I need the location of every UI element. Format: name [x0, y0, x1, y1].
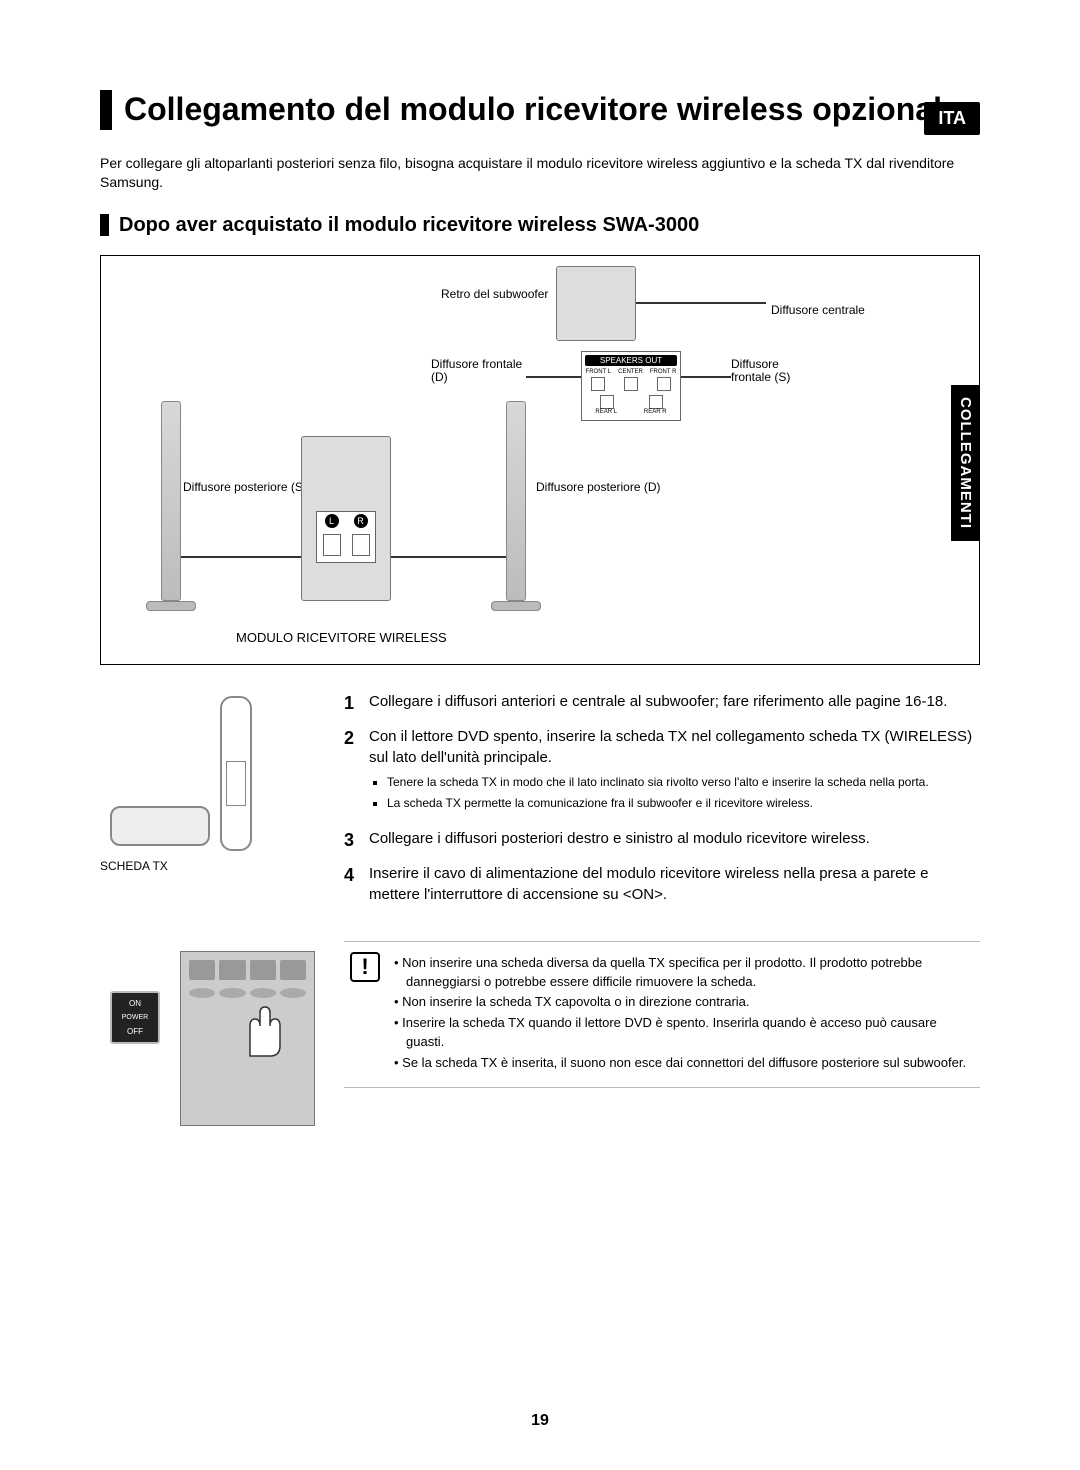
steps-section: SCHEDA TX 1 Collegare i diffusori anteri…	[100, 691, 980, 915]
speakers-out-label: SPEAKERS OUT	[585, 355, 677, 366]
port-rear-r: REAR R	[644, 409, 667, 415]
tx-card-label: SCHEDA TX	[100, 859, 168, 873]
page-number: 19	[531, 1412, 549, 1430]
label-diffusore-frontale-s: Diffusore frontale (S)	[731, 358, 811, 384]
subtitle-accent-bar	[100, 214, 109, 236]
step-2: 2 Con il lettore DVD spento, inserire la…	[344, 726, 980, 818]
step-3-num: 3	[344, 828, 359, 853]
intro-text: Per collegare gli altoparlanti posterior…	[100, 154, 980, 192]
port-l-badge: L	[325, 514, 339, 528]
page-title: Collegamento del modulo ricevitore wirel…	[124, 92, 960, 127]
wire-rear-d	[391, 556, 506, 558]
port-front-l: FRONT L	[586, 369, 612, 375]
step-4-text: Inserire il cavo di alimentazione del mo…	[369, 863, 980, 905]
step-2-text: Con il lettore DVD spento, inserire la s…	[369, 728, 972, 766]
power-switch-callout: ON POWER OFF	[110, 991, 160, 1044]
subtitle: Dopo aver acquistato il modulo ricevitor…	[119, 214, 699, 237]
hand-icon	[235, 1001, 285, 1061]
power-label: POWER	[116, 1014, 154, 1021]
speaker-rear-d	[506, 401, 526, 601]
speaker-rear-s-base	[146, 601, 196, 611]
step-2-sub-1: La scheda TX permette la comunicazione f…	[387, 795, 980, 812]
caution-box: ! • Non inserire una scheda diversa da q…	[344, 941, 980, 1088]
label-diffusore-centrale: Diffusore centrale	[771, 304, 865, 317]
step-4-num: 4	[344, 863, 359, 905]
step-1-num: 1	[344, 691, 359, 716]
connection-diagram: Retro del subwoofer Diffusore centrale D…	[100, 255, 980, 665]
wire-front-d	[526, 376, 581, 378]
caution-icon: !	[350, 952, 380, 982]
port-rear-l: REAR L	[595, 409, 617, 415]
caution-1: • Non inserire la scheda TX capovolta o …	[394, 993, 974, 1012]
wireless-module-ports: L R	[316, 511, 376, 563]
language-badge: ITA	[924, 102, 980, 135]
port-center: CENTER	[618, 369, 643, 375]
step-1-text: Collegare i diffusori anteriori e centra…	[369, 691, 980, 716]
caution-section: ON POWER OFF ! • Non inserire una scheda…	[100, 941, 980, 1131]
label-diffusore-frontale-d: Diffusore frontale (D)	[431, 358, 531, 384]
step-1: 1 Collegare i diffusori anteriori e cent…	[344, 691, 980, 716]
power-switch-illustration: ON POWER OFF	[100, 941, 320, 1131]
label-retro-subwoofer: Retro del subwoofer	[441, 288, 548, 301]
step-4: 4 Inserire il cavo di alimentazione del …	[344, 863, 980, 905]
label-diffusore-posteriore-d: Diffusore posteriore (D)	[536, 481, 661, 494]
port-r-badge: R	[354, 514, 368, 528]
caution-3: • Se la scheda TX è inserita, il suono n…	[394, 1054, 974, 1073]
tx-slot	[226, 761, 246, 806]
tx-card-illustration: SCHEDA TX	[100, 691, 320, 891]
step-2-num: 2	[344, 726, 359, 818]
speaker-rear-s	[161, 401, 181, 601]
speakers-out-panel: SPEAKERS OUT FRONT L CENTER FRONT R REAR…	[581, 351, 681, 421]
port-front-r: FRONT R	[650, 369, 677, 375]
speaker-rear-d-base	[491, 601, 541, 611]
page-title-row: Collegamento del modulo ricevitore wirel…	[100, 90, 980, 130]
step-3: 3 Collegare i diffusori posteriori destr…	[344, 828, 980, 853]
step-2-sub-0: Tenere la scheda TX in modo che il lato …	[387, 774, 980, 791]
subwoofer-rear-illustration	[556, 266, 636, 341]
wire-rear-s	[181, 556, 301, 558]
steps-list: 1 Collegare i diffusori anteriori e cent…	[344, 691, 980, 915]
step-3-text: Collegare i diffusori posteriori destro …	[369, 828, 980, 853]
power-on-label: ON	[116, 999, 154, 1008]
label-modulo-ricevitore: MODULO RICEVITORE WIRELESS	[236, 631, 447, 645]
tx-card-shape	[110, 806, 210, 846]
wire-center	[636, 302, 766, 304]
subtitle-row: Dopo aver acquistato il modulo ricevitor…	[100, 214, 980, 237]
power-off-label: OFF	[116, 1027, 154, 1036]
caution-2: • Inserire la scheda TX quando il lettor…	[394, 1014, 974, 1052]
label-diffusore-posteriore-s: Diffusore posteriore (S)	[183, 481, 307, 494]
caution-0: • Non inserire una scheda diversa da que…	[394, 954, 974, 992]
wire-front-s	[681, 376, 731, 378]
title-accent-bar	[100, 90, 112, 130]
